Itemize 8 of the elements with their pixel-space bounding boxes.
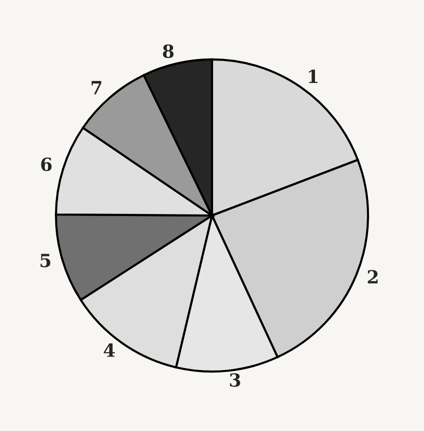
slice-label: 6 (41, 157, 52, 172)
slice-label: 5 (40, 254, 50, 268)
slice-label: 2 (368, 270, 378, 284)
slice-label: 4 (104, 343, 115, 357)
slice-label: 8 (162, 44, 174, 58)
slice-label: 1 (308, 70, 318, 83)
slice-label: 7 (92, 81, 102, 94)
slice-label: 3 (230, 373, 240, 387)
